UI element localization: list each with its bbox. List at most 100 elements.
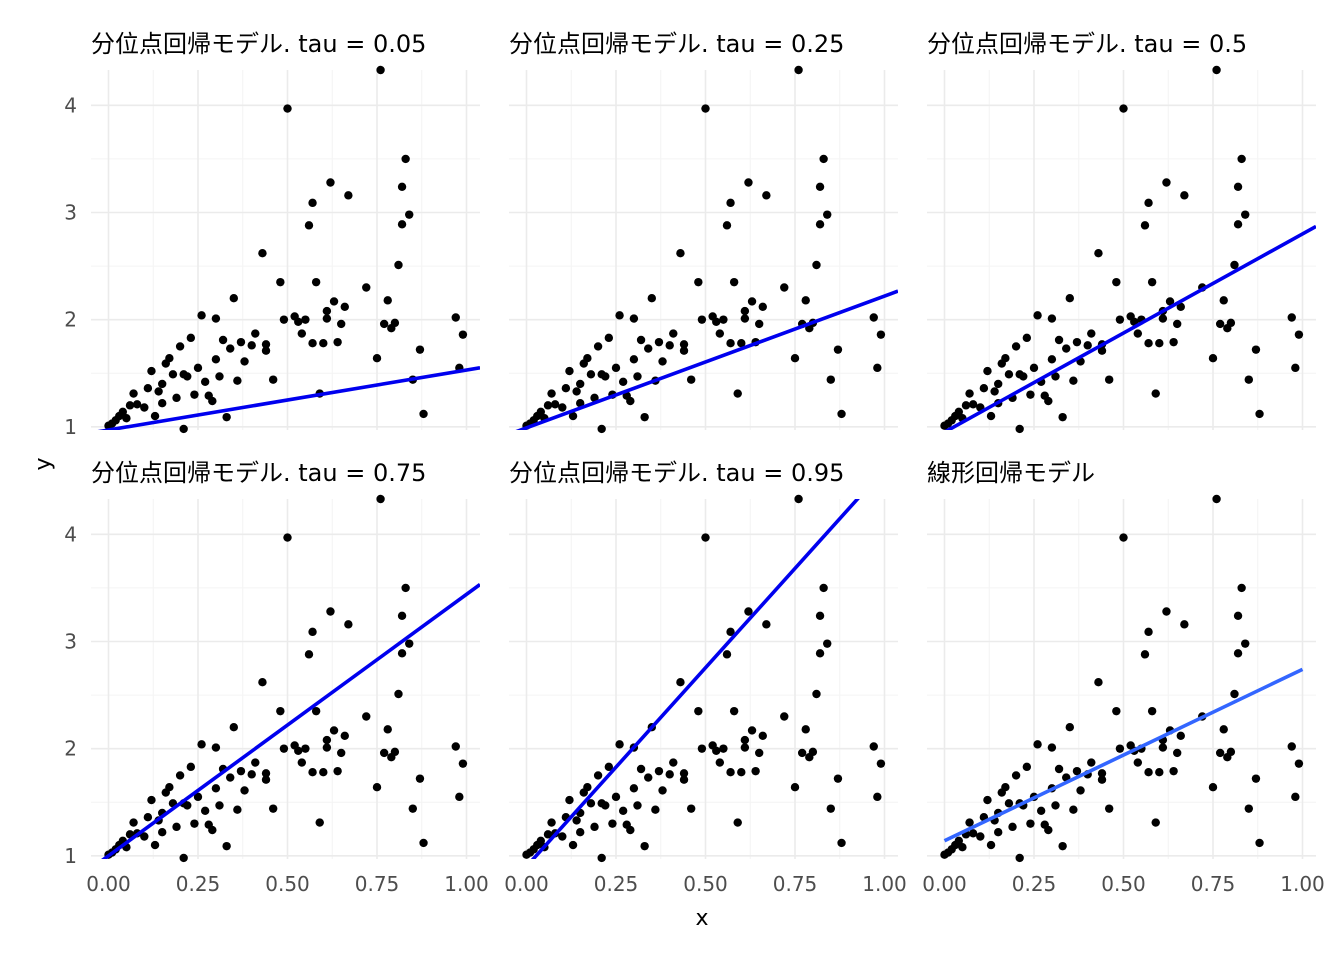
x-tick-label: 0.75 — [355, 872, 400, 896]
data-point — [1044, 825, 1053, 835]
data-point — [150, 840, 160, 850]
data-point — [636, 335, 646, 345]
data-point — [644, 344, 653, 353]
data-point — [1237, 583, 1246, 593]
data-point — [815, 182, 825, 191]
data-point — [1029, 363, 1039, 373]
data-point — [558, 403, 567, 412]
data-point — [283, 104, 292, 113]
data-point — [175, 342, 185, 351]
data-point — [1015, 424, 1024, 434]
data-point — [1173, 748, 1182, 758]
data-point — [965, 818, 974, 827]
data-point — [458, 759, 468, 768]
data-point — [561, 384, 571, 393]
y-tick-label: 1 — [64, 844, 77, 868]
data-point — [333, 337, 342, 347]
data-point — [1119, 533, 1128, 542]
data-point — [654, 766, 664, 776]
data-point — [590, 393, 599, 403]
data-point — [326, 607, 335, 616]
data-point — [826, 375, 835, 384]
data-point — [1033, 311, 1042, 320]
regression-line — [515, 289, 898, 430]
panel-title: 分位点回帰モデル. tau = 0.95 — [509, 459, 844, 487]
data-point — [697, 315, 707, 324]
data-point — [362, 283, 371, 292]
data-point — [715, 758, 725, 767]
data-point — [837, 838, 846, 848]
data-point — [1144, 339, 1153, 348]
data-point — [636, 764, 646, 774]
data-point — [1015, 370, 1024, 379]
data-point — [1033, 740, 1042, 749]
data-point — [1065, 723, 1075, 732]
data-point — [344, 620, 353, 629]
data-point — [715, 329, 725, 338]
data-point — [669, 329, 678, 338]
data-point — [200, 377, 210, 386]
data-point — [208, 825, 217, 835]
data-point — [1230, 689, 1239, 699]
data-point — [719, 744, 728, 753]
data-point — [179, 424, 188, 434]
data-point — [1158, 743, 1168, 752]
x-tick-label: 0.50 — [265, 872, 310, 896]
data-point — [729, 277, 739, 287]
data-point — [268, 375, 278, 384]
data-point — [1069, 376, 1078, 385]
data-point — [1054, 764, 1064, 774]
data-point — [1226, 318, 1236, 328]
data-point — [1144, 627, 1153, 637]
data-point — [229, 723, 238, 732]
data-point — [1215, 748, 1225, 758]
data-point — [751, 766, 760, 776]
data-point — [740, 314, 750, 323]
data-point — [1144, 198, 1153, 208]
data-point — [1104, 375, 1114, 384]
data-point — [823, 639, 832, 648]
data-point — [543, 401, 553, 410]
data-point — [405, 210, 414, 219]
data-point — [200, 806, 210, 815]
y-tick-label: 2 — [64, 737, 77, 761]
data-point — [812, 689, 821, 699]
data-point — [165, 354, 174, 363]
panel-1: 分位点回帰モデル. tau = 0.05 1 2 3 4 — [64, 30, 480, 439]
data-point — [737, 768, 746, 777]
data-point — [172, 393, 181, 403]
data-point — [419, 409, 428, 419]
data-point — [815, 649, 825, 658]
data-point — [362, 712, 371, 721]
data-point — [633, 372, 642, 381]
data-point — [1008, 822, 1017, 832]
data-point — [308, 339, 317, 348]
data-point — [1215, 319, 1225, 329]
data-point — [397, 611, 407, 620]
data-point — [572, 816, 581, 825]
data-point — [719, 315, 728, 324]
data-point — [1011, 771, 1021, 780]
data-point — [1051, 801, 1060, 810]
data-point — [179, 853, 188, 863]
data-point — [419, 838, 428, 848]
data-point — [651, 805, 660, 814]
data-point — [322, 735, 332, 745]
data-point — [211, 743, 221, 752]
data-point — [261, 769, 271, 778]
data-point — [279, 315, 289, 324]
data-point — [1162, 178, 1171, 187]
y-tick-label: 3 — [64, 630, 77, 654]
data-point — [311, 277, 321, 287]
data-point — [190, 819, 199, 828]
data-point — [547, 818, 556, 827]
data-point — [961, 401, 971, 410]
data-point — [315, 818, 324, 827]
data-point — [1119, 104, 1128, 113]
data-point — [658, 357, 667, 366]
x-tick-label: 1.00 — [862, 872, 907, 896]
x-tick-label: 1.00 — [444, 872, 489, 896]
data-point — [747, 726, 757, 735]
data-point — [733, 389, 742, 398]
data-point — [1022, 762, 1032, 772]
